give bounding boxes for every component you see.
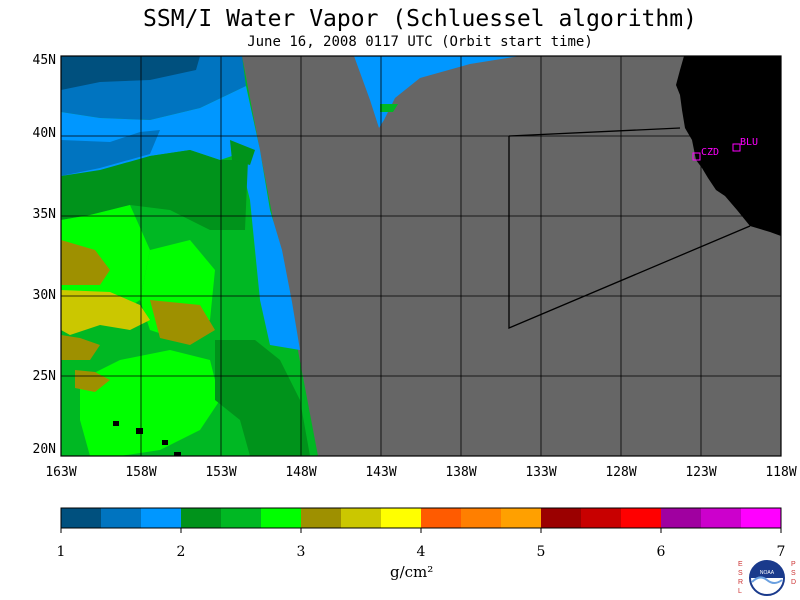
colorbar-tick-2: 2 [176,544,186,560]
colorbar-swatch [701,508,742,528]
graticule [61,56,781,456]
colorbar-swatch [101,508,142,528]
colorbar-tick-3: 3 [296,544,306,560]
station-label-blu: BLU [740,137,759,148]
colorbar-swatch [341,508,382,528]
colorbar-swatch [61,508,102,528]
colorbar-tick-6: 6 [656,544,666,560]
station-marker-czd [692,152,701,161]
station-label-czd: CZD [701,147,720,158]
logo-center-text: NOAA [760,570,775,576]
colorbar-swatch [501,508,542,528]
lat-label-25n: 25N [32,369,56,384]
colorbar-tick-1: 1 [56,544,66,560]
colorbar-swatch [261,508,302,528]
lon-label-158w: 158W [125,465,157,480]
colorbar-swatch [381,508,422,528]
lon-label-163w: 163W [45,465,77,480]
colorbar-swatch [661,508,702,528]
lon-label-133w: 133W [525,465,557,480]
colorbar-swatch [461,508,502,528]
logo-left-letters: ESRL [738,561,744,595]
logo-right-letters: PSD [791,561,797,586]
colorbar-tick-4: 4 [416,544,426,560]
lat-label-35n: 35N [32,207,56,222]
map-frame [60,55,782,457]
lon-label-138w: 138W [445,465,477,480]
colorbar-swatch [141,508,182,528]
colorbar-swatch [301,508,342,528]
colorbar-swatch [541,508,582,528]
colorbar-swatch [741,508,782,528]
chart-subtitle: June 16, 2008 0117 UTC (Orbit start time… [247,34,593,50]
station-marker-blu [732,143,741,152]
data-swath-north [354,56,520,128]
colorbar-swatch [221,508,262,528]
lat-label-45n: 45N [32,53,56,68]
colorbar-swatch [181,508,222,528]
lat-label-40n: 40N [32,126,56,141]
lon-label-118w: 118W [765,465,797,480]
colorbar [60,507,782,533]
colorbar-unit: g/cm² [390,563,434,581]
flight-track-leg [508,136,751,329]
colorbar-swatch [621,508,662,528]
lat-label-30n: 30N [32,288,56,303]
lon-label-128w: 128W [605,465,637,480]
lon-label-148w: 148W [285,465,317,480]
colorbar-swatch [581,508,622,528]
land-mass [676,56,781,236]
lon-label-153w: 153W [205,465,237,480]
flight-track [508,127,681,137]
lat-label-20n: 20N [32,442,56,457]
colorbar-tick-5: 5 [536,544,546,560]
lon-label-123w: 123W [685,465,717,480]
noaa-esrl-logo: NOAA [749,560,785,596]
colorbar-swatch [421,508,462,528]
lon-label-143w: 143W [365,465,397,480]
colorbar-tick-7: 7 [776,544,786,560]
data-swath [61,56,318,456]
chart-title: SSM/I Water Vapor (Schluessel algorithm) [143,6,697,32]
